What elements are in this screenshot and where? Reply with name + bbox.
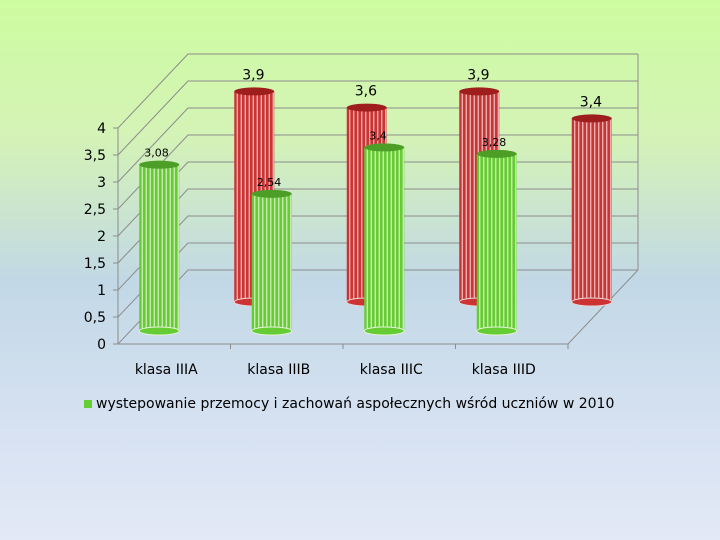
cylinder-top bbox=[346, 103, 387, 112]
axes bbox=[113, 127, 639, 349]
y-tick-label: 2 bbox=[97, 229, 106, 245]
back-value-label: 3,9 bbox=[467, 67, 489, 83]
cylinder-top bbox=[234, 87, 275, 96]
gridline bbox=[117, 80, 638, 156]
y-tick-label: 4 bbox=[97, 121, 106, 137]
front-bar bbox=[363, 143, 405, 336]
front-bar bbox=[251, 189, 293, 336]
back-value-label: 3,9 bbox=[242, 67, 264, 83]
back-value-label: 3,4 bbox=[580, 94, 602, 110]
cylinder-base bbox=[571, 297, 613, 307]
category-label: klasa IIIA bbox=[135, 362, 198, 378]
floor-edge bbox=[567, 269, 639, 345]
cylinder-top bbox=[571, 114, 612, 123]
cylinder-top bbox=[476, 149, 517, 158]
cylinder-body bbox=[139, 164, 180, 331]
cylinder-top bbox=[459, 87, 500, 96]
gridline bbox=[117, 53, 638, 129]
front-bar bbox=[476, 149, 518, 336]
cylinder-body bbox=[251, 193, 292, 331]
y-tick-label: 0 bbox=[97, 337, 106, 353]
y-tick-label: 2,5 bbox=[84, 202, 106, 218]
legend: wystepowanie przemocy i zachowań aspołec… bbox=[84, 396, 614, 412]
legend-label: wystepowanie przemocy i zachowań aspołec… bbox=[96, 396, 615, 412]
front-bar bbox=[138, 160, 180, 336]
cylinder-base bbox=[476, 326, 518, 336]
cylinder-body bbox=[364, 147, 405, 331]
y-tick-label: 3 bbox=[97, 175, 106, 191]
cylinder-body bbox=[571, 118, 612, 303]
cylinder-base bbox=[251, 326, 293, 336]
front-series-bars bbox=[138, 143, 518, 336]
back-value-label: 3,6 bbox=[355, 84, 377, 100]
cylinder-top bbox=[139, 160, 180, 169]
back-bar bbox=[571, 114, 613, 307]
category-label: klasa IIID bbox=[472, 362, 536, 378]
labels: 0 0,5 1 1,5 2 2,5 3 3,5 4 3,9 3,6 3,9 3,4 3,08 2,54 3,4… bbox=[84, 67, 602, 378]
cylinder-body bbox=[476, 153, 517, 331]
front-value-label: 3,28 bbox=[482, 136, 507, 149]
cylinder-top bbox=[251, 189, 292, 198]
cylinder-base bbox=[363, 326, 405, 336]
legend-swatch bbox=[84, 400, 92, 408]
front-value-label: 3,08 bbox=[144, 147, 169, 160]
category-label: klasa IIIB bbox=[247, 362, 310, 378]
category-label: klasa IIIC bbox=[360, 362, 423, 378]
cylinder-base bbox=[138, 326, 180, 336]
y-tick-label: 1,5 bbox=[84, 256, 106, 272]
front-value-label: 2,54 bbox=[257, 176, 282, 189]
y-tick-label: 3,5 bbox=[84, 148, 106, 164]
cylinder-top bbox=[364, 143, 405, 152]
front-value-label: 3,4 bbox=[369, 129, 387, 142]
y-tick-label: 1 bbox=[97, 283, 106, 299]
y-tick-label: 0,5 bbox=[84, 310, 106, 326]
